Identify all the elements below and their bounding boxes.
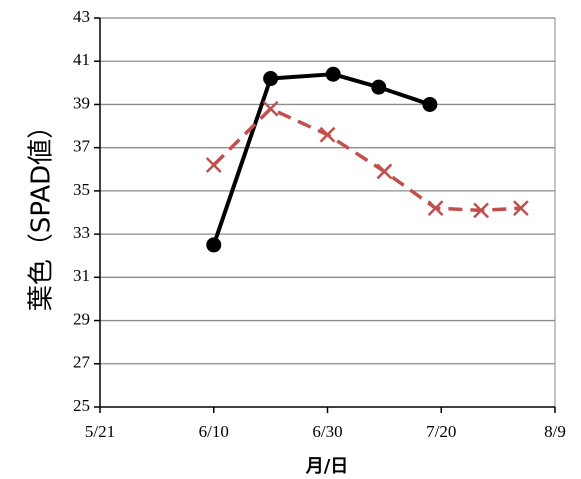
series-2-point — [473, 202, 489, 219]
series-1-line — [211, 72, 431, 246]
y-tick-labels: 25 27 29 31 33 35 37 39 41 43 — [73, 7, 91, 415]
series-2-point — [512, 200, 529, 217]
x-tick-label: 5/21 — [85, 422, 115, 441]
y-tick-label: 27 — [73, 353, 91, 372]
series-1-point — [371, 79, 387, 95]
x-tick-label: 6/10 — [199, 422, 229, 441]
series-layer — [205, 66, 529, 253]
y-tick-label: 25 — [73, 396, 90, 415]
series-1-point — [422, 96, 438, 112]
series-2-point — [319, 126, 336, 143]
series-1-point — [263, 71, 279, 87]
y-tick-label: 33 — [73, 223, 90, 242]
marker-stroke — [205, 157, 222, 173]
y-tick-label: 31 — [73, 266, 90, 285]
marker-stroke — [473, 202, 489, 219]
marker-stroke — [319, 126, 336, 143]
series-1-point — [325, 66, 341, 82]
marker-stroke — [512, 200, 529, 217]
y-tick-label: 39 — [73, 93, 90, 112]
x-tick-labels: 5/21 6/10 6/30 7/20 8/9 — [85, 422, 566, 441]
x-tick-label: 6/30 — [312, 422, 342, 441]
series-2-point — [427, 200, 444, 217]
y-tick-label: 41 — [73, 50, 90, 69]
marker-stroke — [427, 200, 444, 217]
series-2-point — [376, 163, 393, 180]
y-tick-label: 35 — [73, 180, 90, 199]
x-axis-title: 月/日 — [305, 456, 349, 477]
x-tick-label: 8/9 — [544, 422, 566, 441]
marker-stroke — [262, 100, 279, 117]
y-tick-label: 43 — [73, 7, 90, 26]
series-1-point — [206, 237, 222, 253]
series-2-point — [205, 157, 222, 173]
axes — [94, 17, 556, 413]
x-tick-label: 7/20 — [426, 422, 456, 441]
marker-stroke — [376, 163, 393, 180]
series-2-point — [262, 100, 279, 117]
y-tick-label: 37 — [73, 137, 91, 156]
y-tick-label: 29 — [73, 309, 90, 328]
y-axis-title: 葉色（SPAD値） — [27, 113, 57, 311]
series-2-line — [212, 107, 521, 213]
